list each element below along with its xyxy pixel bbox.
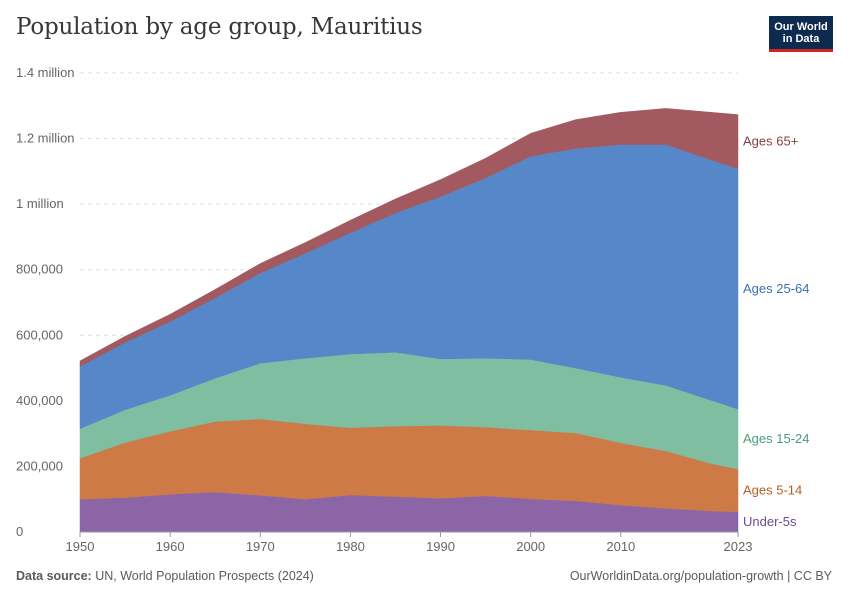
source-url[interactable]: OurWorldinData.org/population-growth | C… — [569, 569, 832, 583]
x-tick-label: 1980 — [336, 539, 365, 554]
x-tick-label: 1990 — [426, 539, 455, 554]
series-label-ages-5-14[interactable]: Ages 5-14 — [743, 482, 802, 497]
series-label-ages-65-[interactable]: Ages 65+ — [743, 134, 798, 149]
logo-line-2: in Data — [782, 33, 820, 45]
area-series — [79, 108, 739, 533]
y-tick-label: 1.4 million — [16, 65, 75, 80]
x-tick-label: 2010 — [606, 539, 635, 554]
y-tick-label: 1.2 million — [16, 131, 75, 146]
axes: 0 200,000 400,000 600,000 800,000 1 million 1.… — [16, 65, 752, 554]
owid-logo[interactable]: Our World in Data — [769, 16, 833, 52]
chart-title: Population by age group, Mauritius — [16, 14, 423, 40]
x-tick-label: 2023 — [724, 539, 753, 554]
data-source-text[interactable]: UN, World Population Prospects (2024) — [95, 569, 314, 583]
x-tick-label: 1960 — [156, 539, 185, 554]
x-tick-label: 1950 — [66, 539, 95, 554]
series-label-ages-15-24[interactable]: Ages 15-24 — [743, 431, 810, 446]
area-ages-65-[interactable] — [79, 108, 739, 367]
logo-line-1: Our World — [774, 21, 828, 33]
series-label-under-5s[interactable]: Under-5s — [743, 514, 797, 529]
y-tick-label: 200,000 — [16, 458, 63, 473]
data-source: Data source: UN, World Population Prospe… — [16, 569, 314, 583]
y-tick-label: 1 million — [16, 196, 64, 211]
y-tick-label: 800,000 — [16, 262, 63, 277]
x-tick-label: 2000 — [516, 539, 545, 554]
y-tick-label: 0 — [16, 524, 23, 539]
series-labels: Under-5s Ages 5-14 Ages 15-24 Ages 25-64 Age… — [743, 134, 810, 529]
x-tick-label: 1970 — [246, 539, 275, 554]
y-tick-label: 600,000 — [16, 327, 63, 342]
y-tick-label: 400,000 — [16, 393, 63, 408]
series-label-ages-25-64[interactable]: Ages 25-64 — [743, 281, 810, 296]
data-source-label: Data source: — [16, 569, 92, 583]
